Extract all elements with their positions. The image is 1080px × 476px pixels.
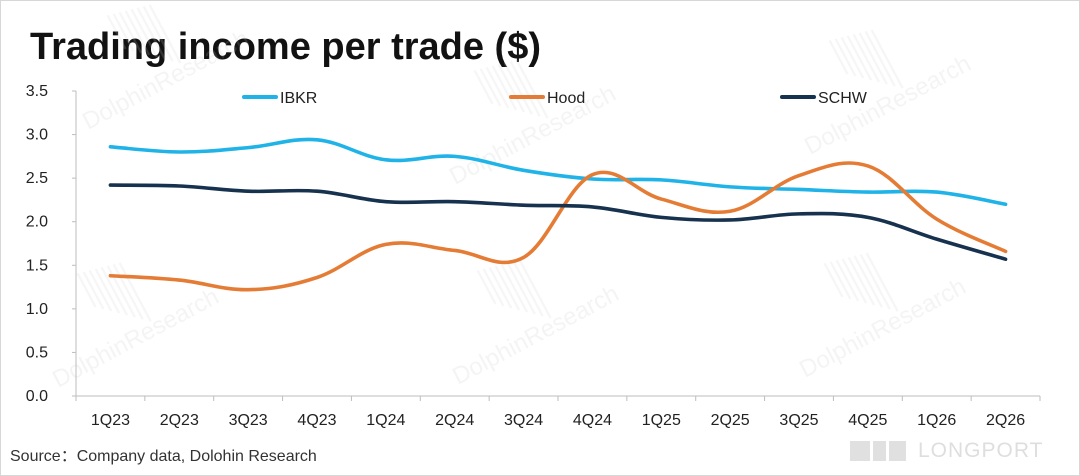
- watermark-stripe: [834, 38, 857, 77]
- chart-title: Trading income per trade ($): [30, 26, 541, 68]
- watermark-stripe: [823, 262, 844, 298]
- source-note: Source：Company data, Dolohin Research: [10, 448, 317, 465]
- y-tick-label: 0.5: [26, 344, 48, 361]
- x-tick-label: 2Q25: [711, 412, 750, 429]
- watermark-stripe: [864, 30, 896, 87]
- watermark-stripe: [518, 259, 552, 319]
- watermark-stripe: [482, 268, 505, 307]
- legend-label: IBKR: [280, 90, 317, 107]
- watermark-stripe: [136, 7, 166, 60]
- watermark-stripe: [494, 265, 521, 311]
- watermark-stripe: [853, 255, 883, 308]
- watermark-brand-mark: DolphinResearch: [448, 259, 623, 390]
- watermark-stripe: [515, 59, 549, 119]
- watermark-stripe: [76, 272, 97, 308]
- watermark-stripe: [88, 269, 113, 312]
- watermark-stripe: [491, 65, 518, 111]
- watermark-text: DolphinResearch: [78, 25, 253, 135]
- x-tick-label: 3Q24: [504, 412, 543, 429]
- series-line-hood: [108, 161, 1008, 292]
- watermark-stripe: [148, 4, 182, 64]
- watermark-stripe: [829, 261, 852, 300]
- y-tick-label: 1.5: [26, 257, 48, 274]
- y-tick-label: 3.5: [26, 83, 48, 100]
- watermark-stripe: [870, 29, 904, 89]
- watermark-stripe: [112, 13, 135, 52]
- watermark-brand-mark: DolphinResearch: [800, 29, 975, 160]
- watermark-stripe: [846, 35, 873, 81]
- watermark-stripe: [859, 253, 891, 310]
- watermark-stripe: [488, 266, 513, 309]
- watermark-stripe: [118, 11, 143, 54]
- x-tick-label: 1Q23: [91, 412, 130, 429]
- legend: IBKR Hood SCHW: [242, 90, 868, 107]
- watermark-stripe: [500, 263, 529, 313]
- watermark-stripe: [100, 266, 129, 316]
- y-tick-label: 2.0: [26, 214, 48, 231]
- y-tick-label: 2.5: [26, 170, 48, 187]
- watermark-stripe: [841, 258, 868, 304]
- axis-layer: 3.5 3.0 2.5 2.0 1.5 1.0 0.5 0.0 1Q23 2Q23 3Q23 4Q23…: [26, 83, 1041, 429]
- legend-item-hood: Hood: [509, 90, 585, 107]
- x-tick-label: 2Q26: [986, 412, 1025, 429]
- watermark-stripe: [506, 262, 536, 315]
- x-tick-label: 1Q25: [642, 412, 681, 429]
- watermark-stripe: [106, 14, 127, 50]
- watermark-stripe: [828, 39, 849, 75]
- x-tick-label: 3Q25: [779, 412, 818, 429]
- watermark-stripe: [473, 69, 494, 105]
- watermark-stripe: [835, 259, 860, 302]
- watermark-stripe: [479, 68, 502, 107]
- y-tick-label: 1.0: [26, 301, 48, 318]
- x-tick-label: 2Q23: [160, 412, 199, 429]
- watermark-stripe: [509, 60, 541, 117]
- x-tick-label: 4Q24: [573, 412, 612, 429]
- watermark-stripe: [497, 63, 526, 113]
- watermark-stripe: [840, 36, 865, 79]
- watermark-text: DolphinResearch: [448, 280, 623, 390]
- legend-label: Hood: [547, 90, 585, 107]
- x-tick-label: 2Q24: [435, 412, 474, 429]
- watermark-stripe: [118, 262, 152, 322]
- watermark-text: DolphinResearch: [48, 283, 223, 393]
- watermark-stripe: [94, 268, 121, 314]
- watermark-stripe: [503, 62, 533, 115]
- watermark-text: DolphinResearch: [795, 273, 970, 383]
- watermark-stripe: [142, 5, 174, 62]
- watermark-brand-mark: DolphinResearch: [445, 59, 620, 190]
- x-tick-label: 4Q25: [848, 412, 887, 429]
- watermark-stripe: [847, 256, 876, 306]
- legend-label: SCHW: [818, 90, 868, 107]
- x-tick-label: 1Q24: [366, 412, 405, 429]
- y-tick-label: 3.0: [26, 127, 48, 144]
- brand-mark-icon: [850, 438, 908, 464]
- watermark-stripe: [858, 32, 888, 85]
- x-tick-label: 4Q23: [297, 412, 336, 429]
- legend-item-ibkr: IBKR: [242, 90, 317, 107]
- watermark-stripe: [124, 10, 151, 56]
- watermark-stripe: [106, 265, 136, 318]
- series-layer: [108, 137, 1008, 292]
- watermark-stripe: [512, 260, 544, 317]
- brand-watermark-text: LONGPORT: [918, 439, 1044, 462]
- brand-watermark: LONGPORT: [850, 435, 1074, 467]
- series-line-schw: [108, 183, 1008, 261]
- watermark-stripe: [852, 33, 881, 83]
- watermark-stripe: [82, 271, 105, 310]
- series-line-ibkr: [108, 137, 1008, 207]
- watermark-stripe: [865, 252, 899, 312]
- y-tick-label: 0.0: [26, 388, 48, 405]
- watermark-stripe: [485, 66, 510, 109]
- x-tick-label: 3Q23: [229, 412, 268, 429]
- x-tick-label: 1Q26: [917, 412, 956, 429]
- watermark-brand-mark: DolphinResearch: [795, 252, 970, 383]
- legend-item-schw: SCHW: [780, 90, 868, 107]
- watermark-layer: DolphinResearch DolphinResearch DolphinRes…: [48, 4, 975, 393]
- watermark-stripe: [476, 269, 497, 305]
- watermark-stripe: [130, 8, 159, 58]
